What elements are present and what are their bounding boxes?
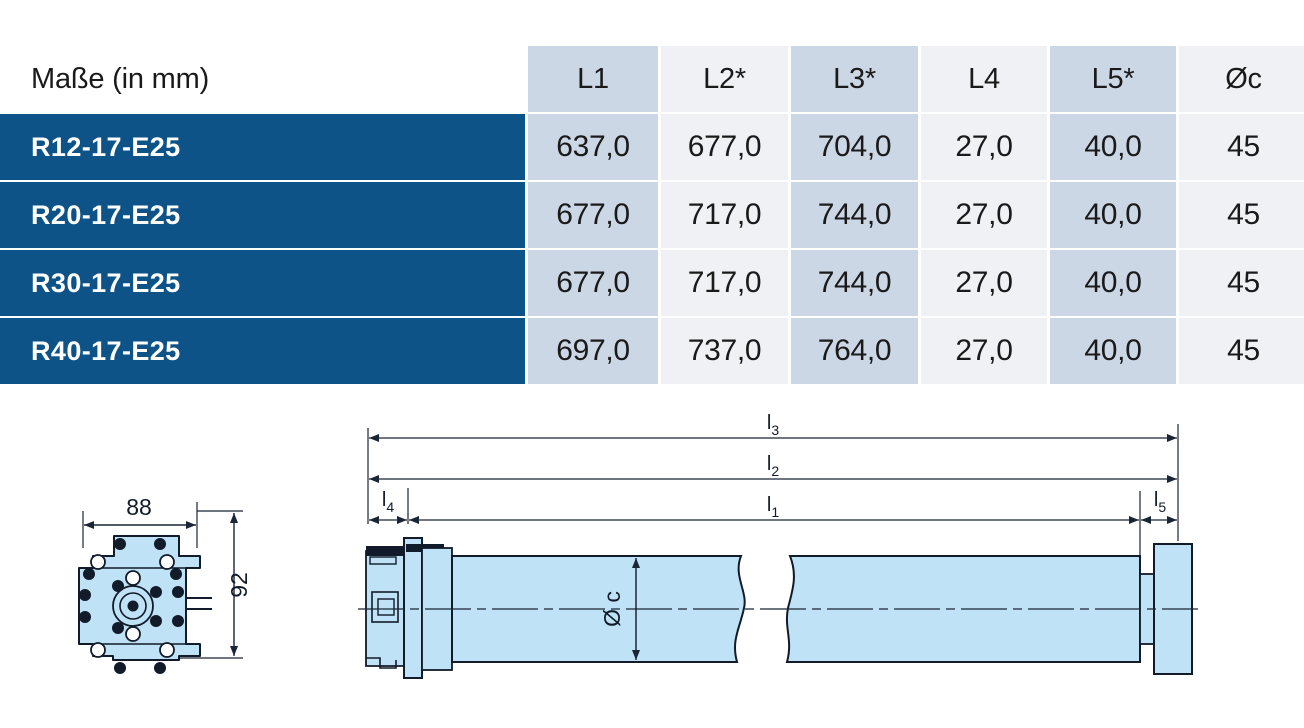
model-label: R40-17-E25 bbox=[0, 318, 525, 384]
dim-label-l5: l5 bbox=[1154, 489, 1166, 515]
table-title-cell: Maße (in mm) bbox=[0, 46, 525, 112]
cell-diameter: 45 bbox=[1179, 318, 1304, 384]
table-row: R40-17-E25 697,0 737,0 764,0 27,0 40,0 4… bbox=[0, 318, 1304, 384]
cell-l4: 27,0 bbox=[921, 182, 1047, 248]
cell-l2: 677,0 bbox=[661, 114, 788, 180]
cell-diameter: 45 bbox=[1179, 182, 1304, 248]
side-view-drawing: l3 l2 l1 l4 l5 bbox=[358, 412, 1198, 679]
cell-l2: 717,0 bbox=[661, 250, 788, 316]
cell-l5: 40,0 bbox=[1050, 182, 1176, 248]
center-boss bbox=[112, 585, 154, 627]
end-view-open-holes bbox=[90, 554, 175, 658]
column-header-l5: L5* bbox=[1050, 46, 1176, 112]
dim-label-l2: l2 bbox=[767, 453, 779, 479]
model-label: R20-17-E25 bbox=[0, 182, 525, 248]
cell-l4: 27,0 bbox=[921, 250, 1047, 316]
column-header-l3: L3* bbox=[791, 46, 918, 112]
cell-l1: 677,0 bbox=[528, 182, 658, 248]
dim-label-l1: l1 bbox=[767, 494, 779, 520]
dim-label-92: 92 bbox=[226, 572, 252, 598]
cell-l4: 27,0 bbox=[921, 114, 1047, 180]
cell-l3: 704,0 bbox=[791, 114, 918, 180]
cell-l2: 717,0 bbox=[661, 182, 788, 248]
table-header-row: Maße (in mm) L1 L2* L3* L4 L5* Øc bbox=[0, 46, 1304, 112]
shaft-stub bbox=[186, 597, 212, 610]
table-row: R20-17-E25 677,0 717,0 744,0 27,0 40,0 4… bbox=[0, 182, 1304, 248]
cell-l3: 744,0 bbox=[791, 250, 918, 316]
dimensions-table: Maße (in mm) L1 L2* L3* L4 L5* Øc R12-17… bbox=[0, 46, 1304, 384]
model-label: R12-17-E25 bbox=[0, 114, 525, 180]
dim-label-l4: l4 bbox=[382, 489, 394, 515]
end-view-drawing: 88 92 bbox=[78, 494, 252, 674]
side-view-extension-lines bbox=[367, 424, 1179, 556]
cell-l2: 737,0 bbox=[661, 318, 788, 384]
end-view-filled-holes bbox=[79, 538, 184, 674]
technical-drawing: 88 92 bbox=[0, 396, 1304, 728]
column-header-l1: L1 bbox=[528, 46, 658, 112]
cell-l4: 27,0 bbox=[921, 318, 1047, 384]
model-label: R30-17-E25 bbox=[0, 250, 525, 316]
page-title: Maße (in mm) bbox=[31, 62, 210, 95]
table-row: R30-17-E25 677,0 717,0 744,0 27,0 40,0 4… bbox=[0, 250, 1304, 316]
cell-diameter: 45 bbox=[1179, 250, 1304, 316]
cell-l5: 40,0 bbox=[1050, 250, 1176, 316]
motor-head bbox=[365, 537, 453, 679]
column-header-diameter: Øc bbox=[1179, 46, 1304, 112]
cell-l5: 40,0 bbox=[1050, 318, 1176, 384]
dim-label-l3: l3 bbox=[767, 412, 779, 438]
cell-l5: 40,0 bbox=[1050, 114, 1176, 180]
dim-label-diameter: Ø c bbox=[599, 591, 625, 627]
table-row: R12-17-E25 637,0 677,0 704,0 27,0 40,0 4… bbox=[0, 114, 1304, 180]
cell-l3: 764,0 bbox=[791, 318, 918, 384]
dim-label-88: 88 bbox=[126, 494, 152, 520]
cell-diameter: 45 bbox=[1179, 114, 1304, 180]
cell-l3: 744,0 bbox=[791, 182, 918, 248]
column-header-l4: L4 bbox=[921, 46, 1047, 112]
cell-l1: 677,0 bbox=[528, 250, 658, 316]
cell-l1: 697,0 bbox=[528, 318, 658, 384]
cell-l1: 637,0 bbox=[528, 114, 658, 180]
column-header-l2: L2* bbox=[661, 46, 788, 112]
